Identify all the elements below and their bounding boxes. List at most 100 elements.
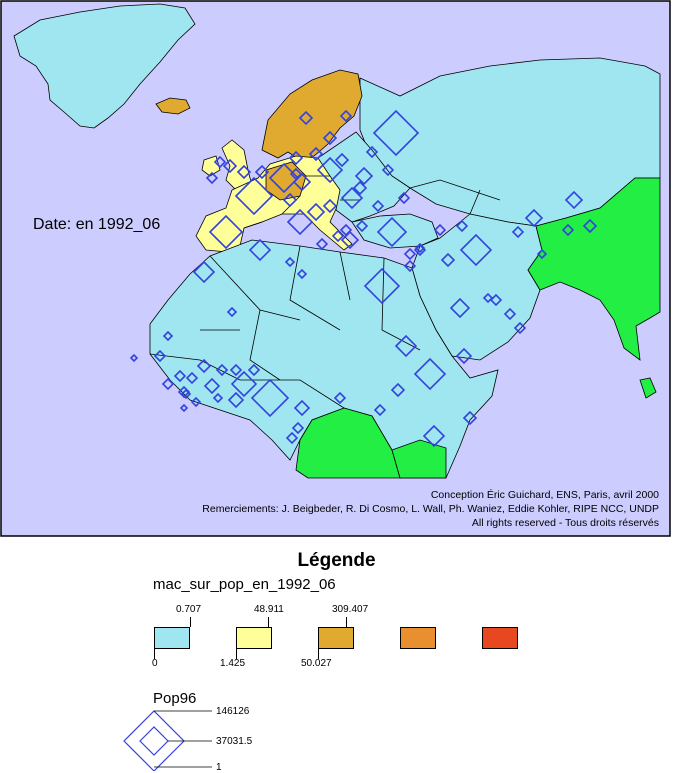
population-diamond (293, 399, 311, 417)
population-diamond (333, 391, 347, 405)
population-diamond (394, 334, 418, 358)
population-diamond (213, 155, 227, 169)
population-diamond (372, 109, 420, 157)
population-diamond (179, 403, 189, 413)
credits-line-3: All rights reserved - Tous droits réserv… (471, 517, 659, 529)
population-diamond (354, 166, 374, 186)
population-diamond (373, 403, 387, 417)
population-diamond (291, 421, 305, 435)
population-diamond (339, 223, 353, 237)
population-diamond (308, 146, 324, 162)
africa-borders (149, 245, 421, 409)
legend-swatch-class-4 (482, 627, 518, 649)
population-diamond (524, 208, 544, 228)
population-diamond (306, 202, 326, 222)
population-diamond (196, 358, 212, 374)
population-diamond (215, 363, 229, 377)
turkey (351, 213, 439, 249)
population-diamond (229, 363, 243, 377)
population-diamond (422, 424, 446, 448)
population-diamond (180, 388, 192, 400)
population-diamond (250, 378, 290, 418)
population-diamond (340, 186, 364, 210)
lower-bound-3: 50.027 (301, 658, 332, 669)
lower-bound-2: 1.425 (220, 658, 246, 669)
iceland (155, 97, 191, 115)
population-diamond (316, 156, 344, 184)
population-diamond (339, 109, 353, 123)
population-diamond (173, 369, 187, 383)
population-diamond (205, 171, 219, 185)
pop-legend-title: Pop96 (153, 690, 197, 707)
population-diamond (365, 145, 379, 159)
population-symbols (129, 109, 598, 448)
credits-line-1: Conception Éric Guichard, ENS, Paris, av… (430, 489, 659, 501)
population-diamond (561, 223, 575, 237)
legend-title: Légende (297, 550, 376, 571)
population-diamond (331, 229, 345, 243)
credits-line-2: Remerciements: J. Beigbeder, R. Di Cosmo… (202, 503, 659, 515)
population-diamond (185, 371, 199, 385)
population-diamond (352, 180, 368, 196)
population-diamond (286, 208, 314, 236)
legend-variable-name: mac_sur_pop_en_1992_06 (153, 576, 336, 593)
pop-size-legend (123, 710, 212, 771)
population-diamond (459, 233, 493, 267)
population-diamond (513, 321, 527, 335)
population-diamond (511, 225, 525, 239)
lower-tick-3 (318, 649, 319, 659)
population-diamond (192, 260, 216, 284)
map (0, 0, 671, 537)
population-diamond (390, 382, 406, 398)
legend-swatch-class-2 (318, 627, 354, 649)
population-diamond (433, 223, 447, 237)
population-diamond (322, 198, 338, 214)
sri-lanka (639, 377, 657, 399)
population-diamond (403, 247, 417, 261)
population-diamond (236, 164, 252, 180)
population-diamond (315, 237, 329, 251)
western-europe (195, 155, 353, 253)
population-diamond (455, 219, 469, 233)
pop-value-medium: 37031.5 (216, 736, 253, 747)
upper-tick-2 (268, 617, 269, 627)
population-diamond (371, 199, 385, 213)
population-diamond (248, 238, 272, 262)
population-diamond (203, 377, 221, 395)
pop-value-small: 1 (216, 762, 222, 773)
pop-value-large: 146126 (216, 706, 250, 717)
population-diamond (381, 163, 395, 177)
legend-swatch-class-0 (154, 627, 190, 649)
population-diamond (227, 391, 245, 409)
scandinavia (261, 69, 363, 161)
population-diamond (230, 370, 258, 398)
upper-bound-3: 309.407 (332, 604, 369, 615)
credits: Conception Éric Guichard, ENS, Paris, av… (202, 488, 659, 530)
population-diamond (153, 349, 167, 363)
pop-diamond-medium (139, 726, 169, 756)
population-diamond (536, 248, 548, 260)
lower-bound-1: 0 (152, 658, 158, 669)
population-diamond (289, 167, 303, 181)
population-diamond (355, 219, 369, 233)
population-diamond (234, 176, 274, 216)
date-label: Date: en 1992_06 (33, 216, 161, 233)
population-diamond (212, 392, 224, 404)
population-diamond (208, 214, 244, 250)
population-diamond (282, 192, 298, 208)
population-diamond (298, 110, 314, 126)
legend-swatch-class-3 (400, 627, 436, 649)
population-diamond (334, 152, 350, 168)
east-africa-nodata (391, 439, 447, 479)
lower-tick-1 (154, 649, 155, 659)
population-diamond (482, 292, 494, 304)
population-diamond (190, 396, 202, 408)
population-diamond (247, 363, 261, 377)
upper-tick-3 (346, 617, 347, 627)
population-diamond (322, 130, 338, 146)
population-diamond (455, 347, 473, 365)
legend-swatch-class-1 (236, 627, 272, 649)
lower-tick-2 (236, 649, 237, 659)
population-diamond (376, 216, 408, 248)
population-diamond (462, 410, 478, 426)
